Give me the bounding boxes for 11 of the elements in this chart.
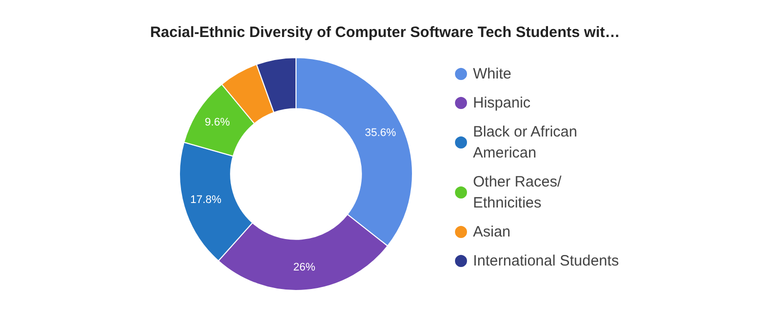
legend-label: International Students [473, 252, 619, 270]
legend-label: White [473, 66, 512, 82]
chart-title: Racial-Ethnic Diversity of Computer Software Tech Students wit… [150, 24, 620, 41]
legend-label: Other Races/ Ethnicities [473, 174, 566, 212]
legend-label: Hispanic [473, 94, 532, 112]
data-label: 9.6% [204, 116, 230, 129]
data-label: 35.6% [364, 126, 396, 139]
legend-label: Black or African American [473, 124, 582, 162]
data-label: 26% [293, 262, 316, 274]
legend-label: Asian [473, 224, 511, 240]
data-label: 17.8% [190, 194, 222, 206]
